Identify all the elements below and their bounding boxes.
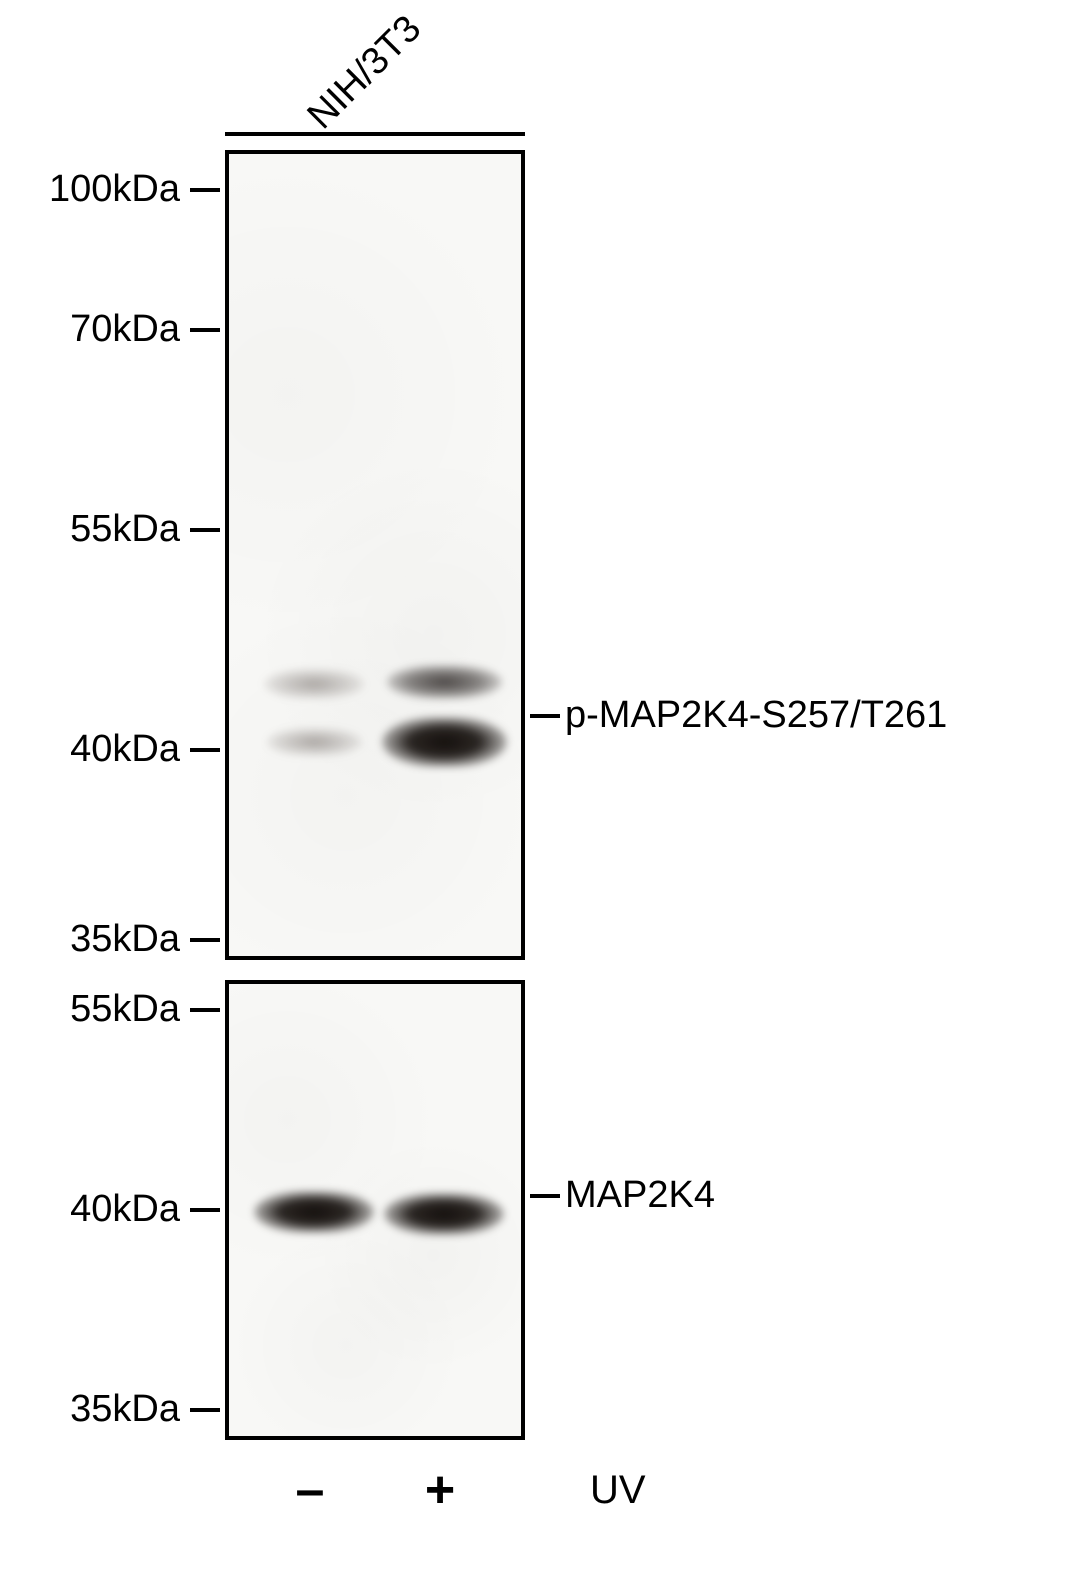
band <box>387 665 502 699</box>
mw-tick <box>190 328 220 332</box>
mw-tick <box>190 1208 220 1212</box>
protein-label-phospho: p-MAP2K4-S257/T261 <box>565 694 947 737</box>
band <box>267 728 362 756</box>
condition-label: UV <box>590 1468 646 1513</box>
band <box>254 1191 374 1233</box>
blot-panel-bottom <box>225 980 525 1440</box>
mw-label: 55kDa <box>20 988 180 1031</box>
mw-label: 40kDa <box>20 728 180 771</box>
mw-label: 35kDa <box>20 918 180 961</box>
mw-tick <box>190 1008 220 1012</box>
western-blot-figure: NIH/3T3 100kDa 70kDa 55kDa 40kDa 35kDa p… <box>0 0 1080 1588</box>
mw-tick <box>190 1408 220 1412</box>
mw-label: 55kDa <box>20 508 180 551</box>
mw-label: 35kDa <box>20 1388 180 1431</box>
mw-tick <box>190 188 220 192</box>
band <box>264 669 364 699</box>
blot-panel-top <box>225 150 525 960</box>
band <box>384 1193 504 1235</box>
protein-tick <box>530 1194 560 1198</box>
mw-label: 40kDa <box>20 1188 180 1231</box>
protein-tick <box>530 714 560 718</box>
mw-label: 70kDa <box>20 308 180 351</box>
sample-label: NIH/3T3 <box>300 8 430 138</box>
band <box>382 717 507 767</box>
mw-tick <box>190 748 220 752</box>
mw-label: 100kDa <box>20 168 180 211</box>
treatment-minus: – <box>280 1460 340 1520</box>
treatment-plus: + <box>410 1460 470 1520</box>
panel-noise <box>229 154 521 956</box>
protein-label-total: MAP2K4 <box>565 1174 715 1217</box>
mw-tick <box>190 528 220 532</box>
sample-bar <box>225 132 525 136</box>
mw-tick <box>190 938 220 942</box>
